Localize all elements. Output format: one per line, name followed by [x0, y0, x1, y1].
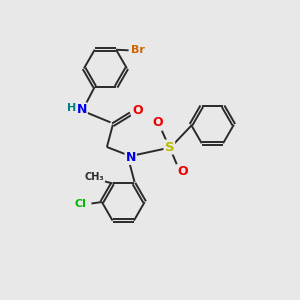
- Text: O: O: [177, 165, 188, 178]
- Text: Cl: Cl: [74, 200, 86, 209]
- Text: S: S: [164, 140, 174, 154]
- Text: CH₃: CH₃: [85, 172, 104, 182]
- Text: N: N: [76, 103, 87, 116]
- Text: N: N: [125, 151, 136, 164]
- Text: H: H: [67, 103, 76, 113]
- Text: Br: Br: [130, 45, 145, 55]
- Text: O: O: [132, 104, 142, 117]
- Text: O: O: [152, 116, 163, 129]
